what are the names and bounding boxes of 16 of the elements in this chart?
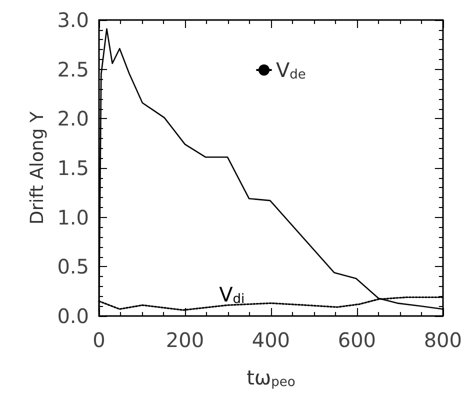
x-tick-label: 600 xyxy=(338,328,376,352)
y-axis-title: Drift Along Y xyxy=(26,110,48,224)
y-tick-label: 1.0 xyxy=(57,205,89,230)
x-axis-title: tωpeo xyxy=(246,366,296,390)
y-tick-label: 0.5 xyxy=(57,254,89,279)
y-tick-label: 2.0 xyxy=(57,106,89,131)
legend-label: Vde xyxy=(276,58,306,82)
series-label: Vdi xyxy=(219,282,245,308)
x-tick-label: 200 xyxy=(166,328,204,352)
x-tick-label: 400 xyxy=(252,328,290,352)
x-tick-label: 0 xyxy=(92,328,106,352)
y-tick-label: 3.0 xyxy=(57,8,89,32)
x-tick-label: 800 xyxy=(424,328,462,352)
y-tick-label: 2.5 xyxy=(57,57,89,82)
y-tick-label: 1.5 xyxy=(57,156,89,180)
y-tick-label: 0.0 xyxy=(57,304,89,328)
